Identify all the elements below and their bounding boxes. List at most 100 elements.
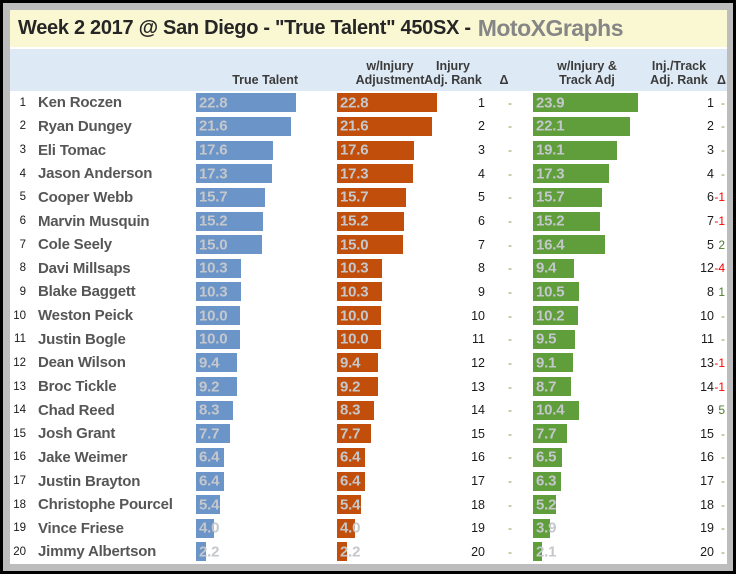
column-header-band: True Talent w/Injury Adjustment Injury A… (10, 49, 727, 91)
title-divider (10, 47, 727, 49)
track-adj-value: 23.9 (536, 94, 565, 112)
true-talent-bar-cell: 6.4 (196, 471, 301, 491)
injury-adj-value: 2.2 (340, 543, 361, 561)
true-talent-value: 6.4 (199, 448, 220, 466)
injury-adj-bar (337, 211, 404, 231)
track-adj-bar-cell: 23.9 (533, 93, 638, 113)
track-delta: - (721, 119, 725, 134)
true-talent-value: 15.0 (199, 236, 228, 254)
injury-adj-bar (337, 116, 432, 136)
injury-adj-value: 21.6 (340, 117, 369, 135)
title-bar: Week 2 2017 @ San Diego - "True Talent" … (10, 10, 727, 47)
injury-adj-value: 10.3 (340, 259, 369, 277)
true-talent-bar-cell: 21.6 (196, 116, 301, 136)
track-adj-bar (533, 542, 543, 562)
track-adj-bar (533, 164, 610, 184)
rider-row: 19 Vince Friese 4.0 4.0 19 - 3.9 19 - (10, 517, 727, 541)
track-adj-rank: 13 (700, 355, 714, 370)
track-adj-bar (533, 282, 580, 302)
rider-name: Christophe Pourcel (38, 496, 173, 514)
header-injury-adjustment: w/Injury Adjustment (340, 59, 440, 87)
track-adj-bar (533, 400, 579, 420)
track-adj-value: 22.1 (536, 117, 565, 135)
injury-adj-rank: 14 (471, 403, 485, 418)
rider-rank: 2 (19, 120, 26, 133)
track-adj-bar (533, 116, 631, 136)
track-adj-bar-cell: 6.5 (533, 447, 638, 467)
true-talent-bar-cell: 10.0 (196, 306, 301, 326)
injury-adj-bar-cell: 10.3 (337, 282, 442, 302)
rider-row: 9 Blake Baggett 10.3 10.3 9 - 10.5 8 1 (10, 280, 727, 304)
track-adj-bar-cell: 10.5 (533, 282, 638, 302)
rider-rank: 9 (19, 285, 26, 298)
true-talent-value: 10.0 (199, 330, 228, 348)
true-talent-bar (196, 282, 242, 302)
injury-adj-rank: 16 (471, 450, 485, 465)
track-adj-bar-cell: 22.1 (533, 116, 638, 136)
injury-adj-bar (337, 93, 438, 113)
injury-adj-value: 10.0 (340, 307, 369, 325)
true-talent-bar (196, 211, 263, 231)
true-talent-bar (196, 495, 220, 515)
rider-name: Jake Weimer (38, 448, 128, 466)
header-injury-adj-rank: Injury Adj. Rank (418, 59, 488, 87)
track-adj-value: 2.1 (536, 543, 557, 561)
true-talent-value: 8.3 (199, 401, 220, 419)
track-delta: 5 (718, 403, 725, 418)
track-adj-bar (533, 235, 606, 255)
track-adj-bar (533, 211, 600, 231)
rider-name: Ken Roczen (38, 94, 122, 112)
track-delta: - (721, 95, 725, 110)
header-track-adjustment: w/Injury & Track Adj (541, 59, 633, 87)
track-delta: -1 (714, 214, 725, 229)
injury-adj-bar (337, 471, 366, 491)
track-adj-bar (533, 306, 578, 326)
injury-adj-value: 22.8 (340, 94, 369, 112)
injury-adj-bar-cell: 15.7 (337, 187, 442, 207)
header-injury-adj-rank-line1: Injury (435, 59, 471, 73)
header-track-adj-rank-line1: Inj./Track (651, 59, 707, 73)
true-talent-bar-cell: 22.8 (196, 93, 301, 113)
track-adj-value: 16.4 (536, 236, 565, 254)
rider-row: 5 Cooper Webb 15.7 15.7 5 - 15.7 6 -1 (10, 186, 727, 210)
rider-rank: 1 (19, 96, 26, 109)
injury-delta: - (508, 190, 512, 205)
track-adj-bar-cell: 17.3 (533, 164, 638, 184)
track-adj-value: 9.4 (536, 259, 557, 277)
injury-adj-bar (337, 329, 381, 349)
rider-rank: 7 (19, 238, 26, 251)
track-adj-bar (533, 377, 572, 396)
rider-name: Jimmy Albertson (38, 543, 157, 561)
true-talent-bar (196, 377, 237, 396)
track-adj-rank: 5 (707, 237, 714, 252)
true-talent-bar (196, 164, 273, 184)
brand-logo: MotoXGraphs (477, 15, 624, 41)
track-adj-bar (533, 258, 575, 278)
injury-adj-bar (337, 542, 347, 562)
true-talent-bar-cell: 15.2 (196, 211, 301, 231)
true-talent-bar (196, 306, 240, 326)
injury-delta: - (508, 284, 512, 299)
rider-name: Eli Tomac (38, 141, 106, 159)
rider-name: Blake Baggett (38, 283, 136, 301)
true-talent-bar-cell: 15.7 (196, 187, 301, 207)
rider-row: 14 Chad Reed 8.3 8.3 14 - 10.4 9 5 (10, 398, 727, 422)
rider-rank: 16 (13, 451, 26, 464)
true-talent-value: 7.7 (199, 425, 220, 443)
injury-adj-bar-cell: 2.2 (337, 542, 442, 562)
injury-adj-bar-cell: 9.2 (337, 377, 442, 396)
injury-adj-bar-cell: 6.4 (337, 447, 442, 467)
injury-adj-value: 10.0 (340, 330, 369, 348)
injury-adj-bar-cell: 17.3 (337, 164, 442, 184)
rider-row: 13 Broc Tickle 9.2 9.2 13 - 8.7 14 -1 (10, 375, 727, 399)
injury-adj-bar-cell: 10.0 (337, 306, 442, 326)
track-adj-rank: 9 (707, 403, 714, 418)
rider-row: 2 Ryan Dungey 21.6 21.6 2 - 22.1 2 - (10, 115, 727, 139)
injury-adj-rank: 9 (478, 284, 485, 299)
track-adj-value: 3.9 (536, 519, 557, 537)
true-talent-value: 17.3 (199, 165, 228, 183)
true-talent-bar-cell: 10.3 (196, 258, 301, 278)
injury-adj-bar (337, 258, 383, 278)
injury-adj-rank: 1 (478, 95, 485, 110)
header-track-adj-rank-line2: Adj. Rank (650, 73, 708, 87)
